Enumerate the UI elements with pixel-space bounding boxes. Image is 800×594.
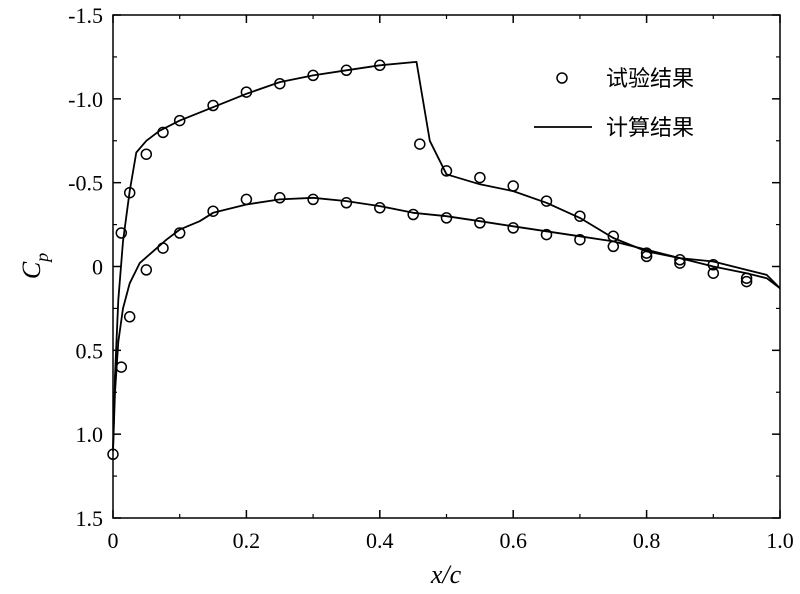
x-tick-label: 0.6 — [499, 528, 527, 553]
experimental-point — [123, 186, 136, 199]
experimental-point — [740, 275, 753, 288]
experimental-point — [240, 193, 253, 206]
experimental-point — [140, 264, 153, 276]
experimental-point — [440, 212, 453, 224]
experimental-point — [173, 227, 186, 239]
experimental-point — [674, 254, 686, 266]
y-tick-labels: -1.5 -1.0 -0.5 0 0.5 1.0 1.5 — [68, 3, 103, 531]
experimental-point — [607, 230, 620, 243]
y-tick-label: 0 — [92, 255, 103, 280]
experimental-point — [707, 267, 720, 279]
experimental-point — [474, 171, 486, 184]
experimental-point — [173, 114, 186, 127]
y-axis-label: Cp — [17, 253, 52, 279]
experimental-point — [123, 311, 136, 323]
x-tick-label: 0.2 — [233, 528, 261, 553]
y-tick-label: 1.0 — [76, 422, 104, 447]
x-axis-label: x/c — [430, 560, 462, 589]
x-tick-label: 0 — [108, 528, 119, 553]
x-tick-label: 1.0 — [766, 528, 794, 553]
x-tick-labels: 0 0.2 0.4 0.6 0.8 1.0 — [108, 528, 794, 553]
experimental-point — [157, 242, 169, 254]
experimental-point — [340, 64, 353, 77]
experimental-point — [674, 257, 686, 269]
experimental-point — [274, 77, 286, 90]
legend-label-computed: 计算结果 — [606, 116, 694, 141]
experimental-point — [157, 126, 169, 139]
x-tick-label: 0.4 — [366, 528, 394, 553]
experimental-point — [440, 165, 453, 177]
y-tick-label: -1.0 — [68, 87, 103, 112]
legend-label-experimental: 试验结果 — [606, 67, 694, 92]
experimental-point — [540, 195, 553, 207]
y-tick-label: 1.5 — [76, 506, 104, 531]
computed-curve-upper — [112, 61, 781, 451]
experimental-point — [374, 59, 386, 72]
experimental-point — [307, 193, 319, 206]
computed-curve-lower — [112, 196, 781, 451]
x-tick-label: 0.8 — [633, 528, 661, 553]
experimental-point — [407, 208, 419, 221]
experimental-point — [707, 259, 720, 271]
experimental-point — [740, 272, 753, 284]
experimental-point — [507, 180, 519, 192]
experimental-point — [574, 233, 586, 246]
experimental-point — [115, 361, 128, 373]
experimental-point — [474, 217, 486, 229]
experimental-point — [574, 210, 586, 222]
experimental-point — [307, 69, 319, 82]
experimental-point — [240, 86, 253, 98]
experimental-point — [374, 202, 386, 214]
legend-marker-experimental — [556, 72, 568, 84]
experimental-point — [340, 197, 353, 209]
y-tick-label: -1.5 — [68, 3, 103, 28]
experimental-point — [414, 138, 426, 150]
y-tick-label: -0.5 — [68, 171, 103, 196]
axis-ticks — [112, 14, 781, 519]
experimental-point — [640, 250, 653, 263]
experimental-point — [507, 222, 519, 234]
experimental-point — [140, 148, 153, 160]
experimental-point — [207, 205, 219, 217]
y-tick-label: 0.5 — [76, 338, 104, 363]
experimental-point — [207, 99, 219, 112]
experimental-point — [540, 228, 553, 241]
plot-content — [107, 59, 781, 461]
legend: 试验结果 计算结果 — [534, 67, 694, 141]
experimental-point — [115, 227, 128, 239]
experimental-point — [640, 247, 653, 259]
experimental-point — [274, 192, 286, 204]
